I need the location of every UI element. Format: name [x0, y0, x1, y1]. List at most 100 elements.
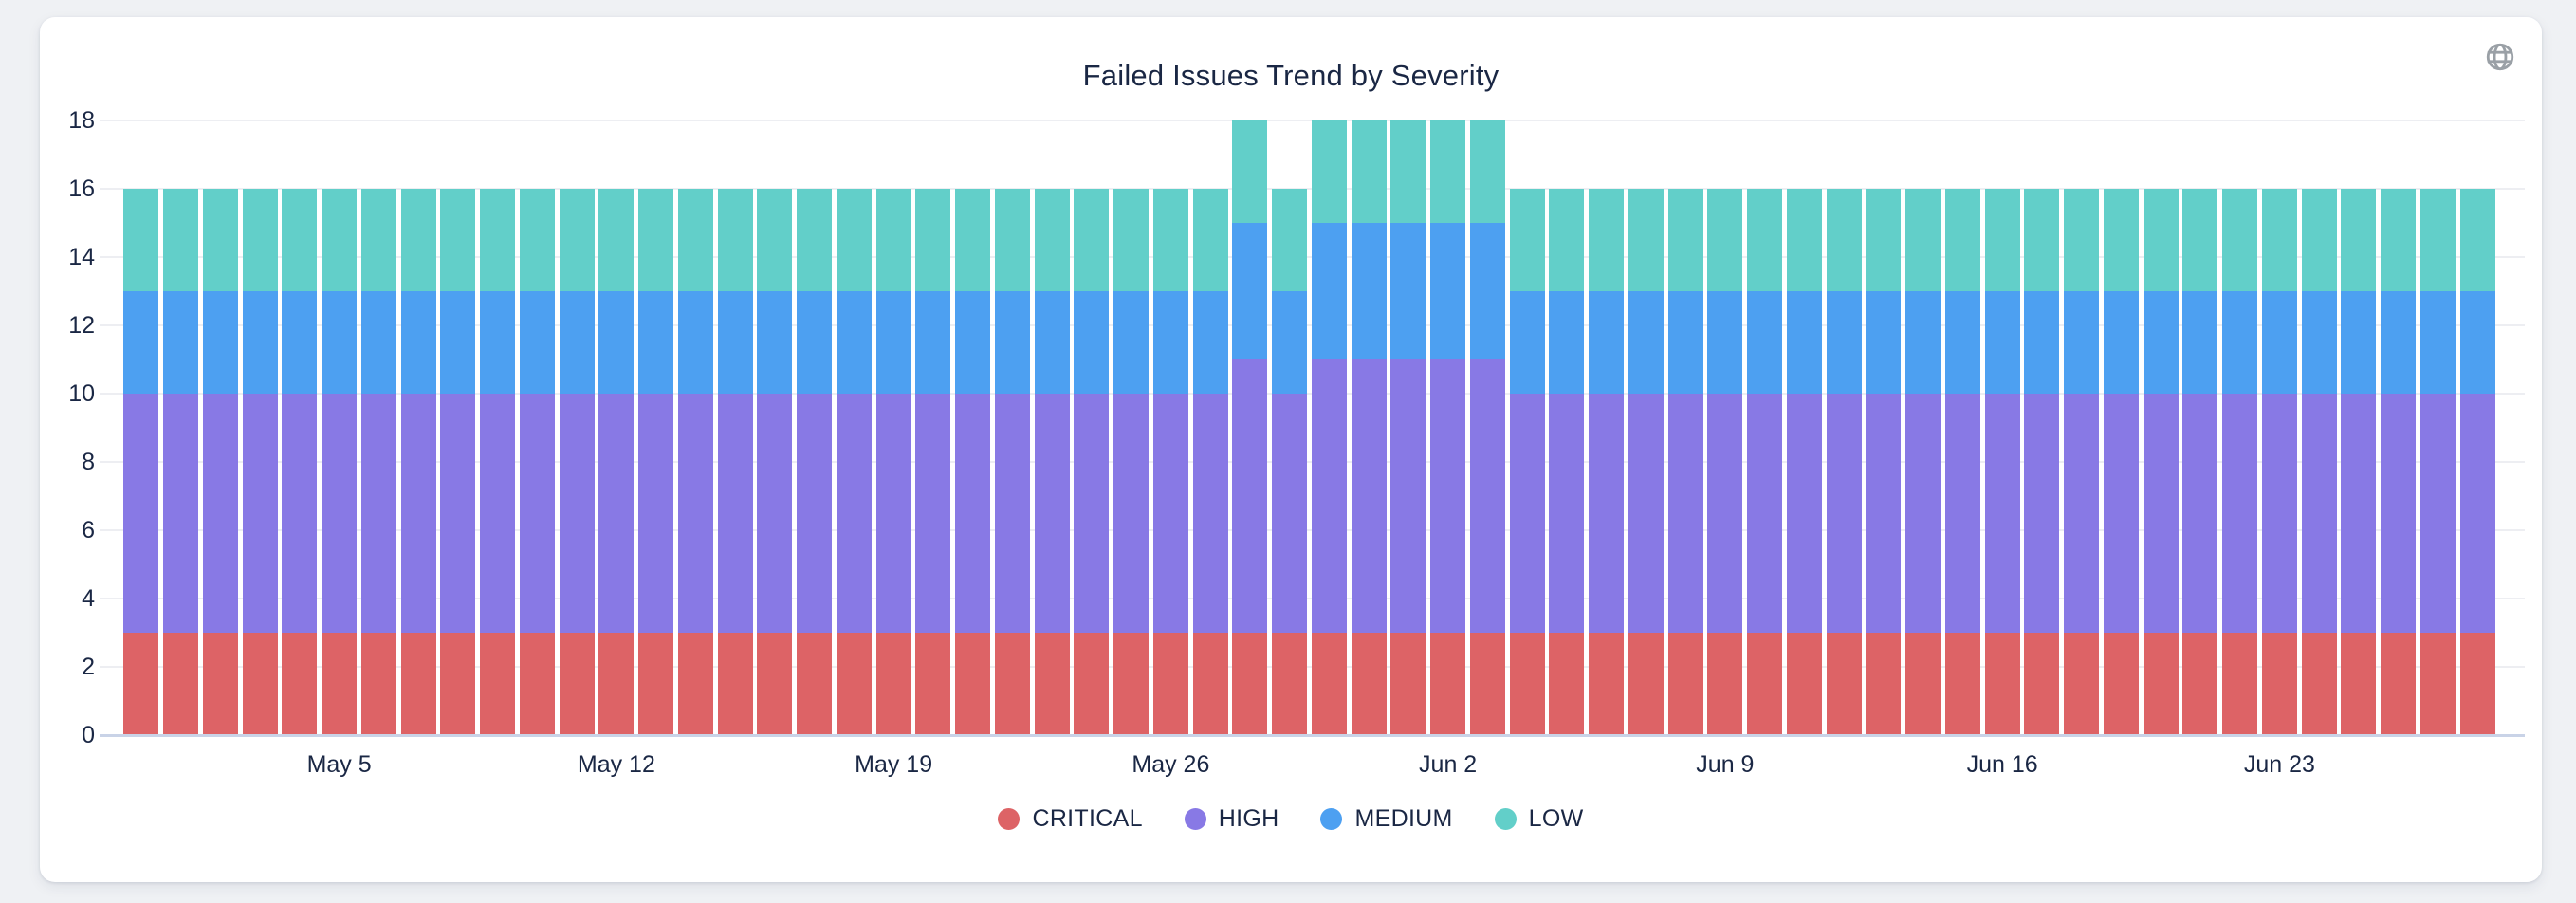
bar-may-13[interactable]: [638, 189, 674, 735]
bar-may-15[interactable]: [717, 189, 753, 735]
segment-critical: [1786, 633, 1822, 735]
segment-critical: [1905, 633, 1941, 735]
bar-may-19[interactable]: [875, 189, 911, 735]
x-tick-label: Jun 16: [1966, 751, 2038, 778]
bar-may-16[interactable]: [757, 189, 793, 735]
bar-may-3[interactable]: [242, 189, 278, 735]
bar-jun-25[interactable]: [2341, 189, 2377, 735]
segment-high: [1628, 394, 1664, 633]
bar-jun-26[interactable]: [2381, 189, 2417, 735]
bar-apr-30[interactable]: [123, 189, 159, 735]
x-tick-label: Jun 9: [1696, 751, 1755, 778]
bar-jun-7[interactable]: [1628, 189, 1664, 735]
bar-may-23[interactable]: [1034, 189, 1070, 735]
segment-critical: [1667, 633, 1703, 735]
bar-may-27[interactable]: [1192, 189, 1228, 735]
y-tick-label: 4: [82, 585, 95, 612]
bar-may-30[interactable]: [1311, 120, 1347, 735]
bar-jun-17[interactable]: [2024, 189, 2060, 735]
segment-low: [915, 189, 951, 291]
bar-jun-16[interactable]: [1984, 189, 2020, 735]
bar-may-18[interactable]: [836, 189, 872, 735]
bar-jun-10[interactable]: [1747, 189, 1783, 735]
bar-may-8[interactable]: [440, 189, 476, 735]
segment-critical: [677, 633, 713, 735]
segment-high: [955, 394, 991, 633]
segment-medium: [1113, 291, 1150, 394]
segment-medium: [1826, 291, 1862, 394]
bar-may-25[interactable]: [1113, 189, 1150, 735]
bar-jun-9[interactable]: [1707, 189, 1743, 735]
segment-low: [400, 189, 436, 291]
segment-low: [1509, 189, 1545, 291]
bar-may-5[interactable]: [322, 189, 358, 735]
segment-low: [1113, 189, 1150, 291]
bar-may-20[interactable]: [915, 189, 951, 735]
bar-jun-28[interactable]: [2459, 189, 2495, 735]
segment-high: [2420, 394, 2456, 633]
bar-may-1[interactable]: [163, 189, 199, 735]
bar-jun-27[interactable]: [2420, 189, 2456, 735]
globe-button[interactable]: [2483, 40, 2517, 74]
y-tick-label: 2: [82, 654, 95, 680]
bar-may-7[interactable]: [400, 189, 436, 735]
bar-may-22[interactable]: [994, 189, 1030, 735]
bar-may-2[interactable]: [202, 189, 238, 735]
bar-may-28[interactable]: [1232, 120, 1268, 735]
bar-may-31[interactable]: [1351, 120, 1387, 735]
bar-jun-19[interactable]: [2103, 189, 2139, 735]
bar-jun-20[interactable]: [2143, 189, 2179, 735]
bar-jun-14[interactable]: [1905, 189, 1941, 735]
bar-jun-4[interactable]: [1509, 189, 1545, 735]
segment-low: [717, 189, 753, 291]
legend-item-critical[interactable]: CRITICAL: [998, 805, 1142, 833]
segment-critical: [2143, 633, 2179, 735]
bar-may-17[interactable]: [797, 189, 833, 735]
bar-jun-23[interactable]: [2261, 189, 2297, 735]
segment-medium: [242, 291, 278, 394]
segment-critical: [875, 633, 911, 735]
bar-jun-13[interactable]: [1866, 189, 1902, 735]
bar-jun-6[interactable]: [1589, 189, 1625, 735]
bar-jun-12[interactable]: [1826, 189, 1862, 735]
bar-may-29[interactable]: [1272, 189, 1308, 735]
bar-may-9[interactable]: [480, 189, 516, 735]
segment-medium: [1192, 291, 1228, 394]
bar-may-10[interactable]: [519, 189, 555, 735]
bar-jun-22[interactable]: [2222, 189, 2258, 735]
bar-may-12[interactable]: [598, 189, 635, 735]
segment-medium: [1509, 291, 1545, 394]
legend-item-medium[interactable]: MEDIUM: [1320, 805, 1452, 833]
bar-jun-21[interactable]: [2182, 189, 2218, 735]
bar-jun-2[interactable]: [1430, 120, 1466, 735]
segment-low: [1232, 120, 1268, 223]
bar-may-21[interactable]: [955, 189, 991, 735]
bar-may-6[interactable]: [360, 189, 396, 735]
bar-may-14[interactable]: [677, 189, 713, 735]
bar-jun-11[interactable]: [1786, 189, 1822, 735]
bar-jun-3[interactable]: [1469, 120, 1505, 735]
segment-medium: [2381, 291, 2417, 394]
bar-may-4[interactable]: [282, 189, 318, 735]
legend-item-high[interactable]: HIGH: [1184, 805, 1279, 833]
segment-critical: [2103, 633, 2139, 735]
bar-jun-24[interactable]: [2301, 189, 2337, 735]
segment-high: [1113, 394, 1150, 633]
bar-may-26[interactable]: [1152, 189, 1188, 735]
bar-jun-18[interactable]: [2064, 189, 2100, 735]
segment-medium: [202, 291, 238, 394]
bar-jun-5[interactable]: [1549, 189, 1585, 735]
segment-critical: [2459, 633, 2495, 735]
segment-high: [242, 394, 278, 633]
bar-may-11[interactable]: [559, 189, 595, 735]
bar-jun-1[interactable]: [1390, 120, 1426, 735]
bar-jun-8[interactable]: [1667, 189, 1703, 735]
segment-medium: [1707, 291, 1743, 394]
bar-may-24[interactable]: [1074, 189, 1110, 735]
segment-critical: [400, 633, 436, 735]
legend-item-low[interactable]: LOW: [1494, 805, 1584, 833]
segment-medium: [2222, 291, 2258, 394]
bar-jun-15[interactable]: [1944, 189, 1980, 735]
segment-high: [757, 394, 793, 633]
segment-critical: [2182, 633, 2218, 735]
